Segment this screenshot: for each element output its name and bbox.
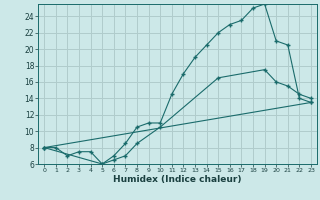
- X-axis label: Humidex (Indice chaleur): Humidex (Indice chaleur): [113, 175, 242, 184]
